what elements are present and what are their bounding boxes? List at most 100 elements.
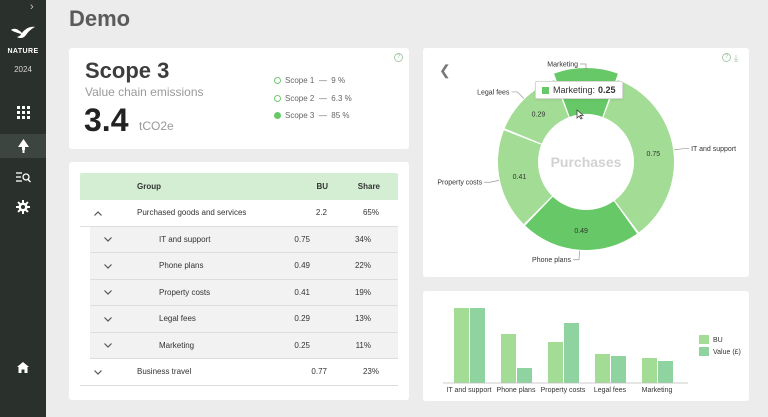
cell-bu: 0.49: [294, 261, 310, 271]
tooltip-swatch: [542, 86, 549, 94]
cell-bu: 0.77: [311, 367, 327, 377]
chevron-up-icon[interactable]: [92, 208, 104, 218]
scope-2-option[interactable]: Scope 2 — 6.3 %: [274, 94, 352, 103]
slice-leader-line: [580, 63, 587, 73]
scope-1-option[interactable]: Scope 1 — 9 %: [274, 76, 345, 85]
cell-group: Property costs: [159, 287, 211, 297]
table-header: Group BU Share: [80, 173, 398, 200]
download-icon[interactable]: ⤓: [734, 53, 738, 63]
header-group: Group: [137, 182, 161, 191]
bar[interactable]: [470, 308, 485, 383]
nav-dashboard[interactable]: [0, 100, 46, 124]
cell-share: 65%: [362, 208, 379, 218]
bar[interactable]: [501, 334, 516, 383]
scope-option-label: Scope 1: [285, 76, 315, 85]
cell-group: IT and support: [159, 234, 211, 244]
separator: —: [318, 76, 327, 85]
donut-slice[interactable]: [603, 79, 674, 233]
bar[interactable]: [517, 368, 532, 383]
scope-subtitle: Value chain emissions: [85, 85, 204, 99]
bar[interactable]: [595, 354, 610, 383]
header-share: Share: [357, 182, 380, 191]
slice-category-label: Phone plans: [532, 257, 571, 264]
table-body: Purchased goods and services 2.2 65% IT and…: [80, 200, 398, 386]
slice-category-label: Legal fees: [477, 89, 510, 96]
slice-value-label: 0.49: [574, 228, 588, 235]
legend-label: BU: [713, 337, 723, 344]
cell-group: Purchased goods and services: [137, 208, 247, 218]
gear-icon: [16, 200, 30, 214]
cell-bu: 0.41: [294, 287, 310, 297]
bar[interactable]: [548, 342, 563, 383]
scope-option-label: Scope 3: [285, 111, 315, 120]
donut-slice[interactable]: [498, 130, 553, 225]
nav-home[interactable]: [0, 355, 46, 379]
cell-group: Marketing: [159, 340, 195, 350]
radio-icon: [274, 77, 281, 84]
sidebar: › NATURE 2024: [0, 0, 46, 417]
brand-name: NATURE: [7, 48, 39, 55]
nav-search-list[interactable]: [0, 165, 46, 189]
nav-emissions[interactable]: [0, 134, 46, 158]
breakdown-table: Group BU Share Purchased goods and servi…: [80, 173, 398, 386]
table-row[interactable]: IT and support 0.75 34%: [90, 226, 398, 253]
chevron-down-icon[interactable]: [102, 340, 114, 350]
scope-total-value: 3.4: [84, 102, 129, 138]
radio-selected-icon: [274, 112, 281, 119]
reporting-year[interactable]: 2024: [14, 65, 32, 74]
donut-chart[interactable]: 0.75 IT and support 0.49 Phone plans 0.41 Pro…: [423, 48, 749, 277]
cell-share: 22%: [354, 261, 371, 271]
bird-logo-icon: [11, 26, 35, 39]
legend-swatch: [699, 335, 709, 344]
table-row[interactable]: Marketing 0.25 11%: [90, 332, 398, 359]
cell-group: Phone plans: [159, 261, 204, 271]
home-icon: [17, 361, 29, 373]
bar[interactable]: [611, 356, 626, 383]
help-icon[interactable]: ?: [394, 53, 403, 62]
chevron-right-icon[interactable]: ›: [30, 1, 34, 13]
scope-summary-card: ? Scope 3 Value chain emissions 3.4 tCO2…: [69, 48, 409, 149]
table-row[interactable]: Property costs 0.41 19%: [90, 279, 398, 306]
back-arrow-icon[interactable]: ❮: [439, 62, 451, 78]
table-row[interactable]: Legal fees 0.29 13%: [90, 306, 398, 333]
grid-icon: [16, 105, 30, 119]
cell-share: 11%: [355, 340, 371, 350]
bar-chart[interactable]: IT and support Phone plans Property costs L…: [423, 291, 749, 401]
chevron-down-icon[interactable]: [92, 367, 104, 377]
scope-option-value: 85 %: [331, 111, 350, 120]
chart-tooltip: Marketing: 0.25: [535, 81, 623, 99]
cell-bu: 0.25: [294, 340, 310, 350]
scope-3-option[interactable]: Scope 3 — 85 %: [274, 111, 350, 120]
scope-unit: tCO2e: [139, 119, 174, 133]
radio-icon: [274, 95, 281, 102]
x-tick-label: Property costs: [541, 387, 586, 394]
slice-category-label: Property costs: [437, 180, 482, 187]
x-tick-label: Marketing: [642, 387, 673, 394]
page-title: Demo: [69, 6, 131, 31]
bar[interactable]: [564, 323, 579, 383]
chevron-down-icon[interactable]: [102, 261, 114, 271]
cell-bu: 0.29: [294, 314, 310, 324]
bar[interactable]: [658, 361, 673, 383]
bar[interactable]: [642, 358, 657, 383]
slice-value-label: 0.75: [647, 151, 661, 158]
table-row[interactable]: Business travel 0.77 23%: [80, 359, 398, 386]
slice-value-label: 0.29: [532, 111, 546, 118]
chevron-down-icon[interactable]: [102, 234, 114, 244]
nav-settings[interactable]: [0, 195, 46, 219]
header-bu: BU: [316, 182, 328, 191]
legend-swatch: [699, 347, 709, 356]
cell-bu: 0.75: [294, 234, 310, 244]
help-icon[interactable]: ?: [722, 53, 731, 62]
scope-option-label: Scope 2: [285, 94, 315, 103]
donut-slice[interactable]: [525, 196, 638, 251]
bar[interactable]: [454, 308, 469, 383]
chevron-down-icon[interactable]: [102, 287, 114, 297]
slice-value-label: 0.41: [513, 174, 527, 181]
table-row[interactable]: Purchased goods and services 2.2 65%: [80, 200, 398, 227]
slice-leader-line: [572, 250, 580, 261]
chevron-down-icon[interactable]: [102, 314, 114, 324]
tooltip-value: 0.25: [598, 85, 616, 95]
slice-leader-line: [674, 148, 690, 151]
table-row[interactable]: Phone plans 0.49 22%: [90, 253, 398, 280]
